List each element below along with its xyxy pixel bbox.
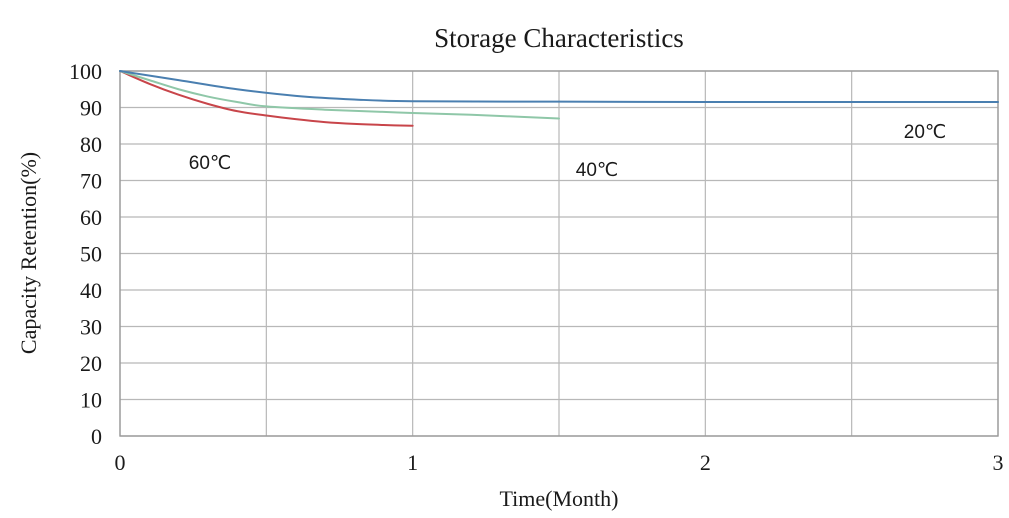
- y-tick-label: 0: [91, 424, 102, 449]
- series-label-2: 20℃: [904, 122, 946, 143]
- gridlines: [119, 70, 999, 437]
- chart-title: Storage Characteristics: [434, 23, 684, 53]
- series-label-0: 60℃: [189, 153, 231, 174]
- x-tick-label: 3: [993, 450, 1004, 475]
- y-tick-label: 20: [80, 351, 102, 376]
- x-tick-label: 1: [407, 450, 418, 475]
- series-line-1: [119, 70, 560, 120]
- x-tick-label: 2: [700, 450, 711, 475]
- tick-labels: 0 10 20 30 40 50 60 70 80 90 100 0 1 2 3: [69, 59, 1004, 475]
- y-tick-label: 80: [80, 132, 102, 157]
- series-labels: 60℃ 40℃ 20℃: [189, 122, 946, 181]
- x-tick-label: 0: [115, 450, 126, 475]
- y-tick-label: 40: [80, 278, 102, 303]
- y-tick-label: 90: [80, 96, 102, 121]
- x-axis-label: Time(Month): [500, 486, 619, 511]
- y-axis-label: Capacity Retention(%): [16, 152, 41, 354]
- y-tick-label: 70: [80, 169, 102, 194]
- y-tick-label: 10: [80, 388, 102, 413]
- y-tick-label: 50: [80, 242, 102, 267]
- y-tick-label: 30: [80, 315, 102, 340]
- y-tick-label: 100: [69, 59, 102, 84]
- y-tick-label: 60: [80, 205, 102, 230]
- plot-frame: [119, 70, 999, 437]
- series-line-0: [119, 70, 414, 127]
- series-label-1: 40℃: [576, 160, 618, 181]
- series-line-2: [119, 70, 999, 104]
- series-lines: [119, 70, 999, 127]
